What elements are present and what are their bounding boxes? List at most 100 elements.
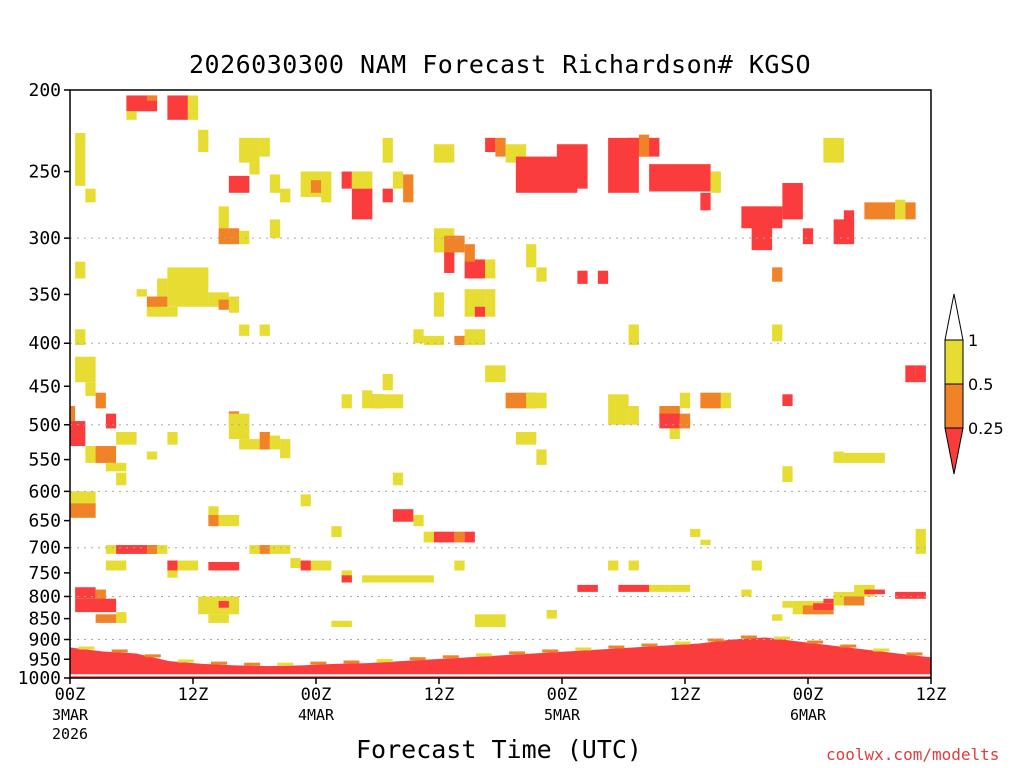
ri-cell	[403, 174, 414, 203]
ri-cell	[177, 560, 199, 571]
x-date-label: 6MAR	[790, 706, 827, 724]
boundary-layer-fringe	[442, 655, 459, 659]
ri-cell	[464, 259, 486, 279]
boundary-layer-fringe	[144, 654, 161, 658]
legend-label: 0.5	[968, 375, 993, 394]
ri-cell	[720, 392, 732, 409]
ri-cell	[741, 589, 752, 597]
ri-cell	[239, 137, 260, 163]
ri-cell	[239, 324, 250, 336]
boundary-layer	[70, 635, 931, 678]
ri-cell	[372, 394, 404, 409]
ri-cell	[915, 365, 926, 383]
ri-cell	[341, 171, 352, 189]
ri-cell	[577, 270, 588, 284]
boundary-layer-fringe	[773, 636, 790, 640]
legend-label: 0.25	[968, 419, 1004, 438]
ri-cell	[782, 183, 803, 220]
ri-cell	[146, 545, 158, 554]
ri-cell	[433, 144, 455, 163]
ri-cell	[823, 598, 834, 604]
ri-cell	[136, 289, 147, 297]
ri-cell	[485, 259, 496, 279]
ri-cell	[105, 462, 127, 472]
ri-cell	[751, 560, 762, 571]
ri-cell	[454, 531, 465, 543]
ri-cell	[782, 466, 793, 483]
boundary-layer-fringe	[740, 635, 757, 639]
ri-cell	[895, 199, 906, 220]
legend-arrow-bottom	[944, 427, 964, 475]
ri-cell	[895, 591, 926, 599]
ri-cell	[116, 612, 127, 623]
ri-cell	[95, 392, 106, 409]
ri-cell	[157, 278, 168, 297]
ri-cell	[679, 392, 691, 409]
ri-cell	[187, 111, 199, 120]
ri-cell	[413, 329, 424, 344]
ri-cell	[833, 219, 855, 245]
ri-cell	[864, 589, 885, 595]
x-year-label: 2026	[52, 725, 88, 743]
ri-cell	[454, 560, 465, 571]
ri-cell	[208, 562, 240, 571]
ri-cell	[843, 596, 865, 606]
ri-cell	[690, 528, 701, 538]
boundary-layer-fringe	[707, 638, 724, 642]
ri-cell	[70, 421, 86, 447]
x-tick-label: 00Z	[547, 685, 578, 705]
ri-cell	[638, 134, 650, 157]
ri-cell	[536, 267, 547, 282]
ri-cell	[259, 324, 270, 336]
boundary-layer-fringe	[277, 662, 294, 666]
ri-cell	[905, 202, 916, 220]
ri-cell	[259, 545, 270, 554]
ri-cell	[218, 228, 240, 245]
ri-cell	[444, 235, 465, 253]
ri-cell	[218, 514, 240, 527]
ri-cell	[382, 188, 393, 203]
ri-cell	[618, 584, 650, 592]
ri-cell	[157, 545, 168, 554]
ri-cell	[280, 188, 291, 203]
boundary-layer-fringe	[409, 657, 426, 661]
y-tick-label: 550	[28, 450, 61, 471]
plot-frame	[69, 89, 932, 679]
ri-cell	[700, 192, 711, 211]
y-tick-label: 250	[28, 162, 61, 183]
ri-cell	[146, 306, 178, 317]
ri-cell	[75, 133, 86, 186]
y-tick-label: 650	[28, 511, 61, 532]
x-date-label: 3MAR	[52, 706, 89, 724]
boundary-layer-fringe	[509, 651, 526, 655]
ri-cell	[208, 506, 219, 521]
boundary-layer-fringe	[475, 653, 492, 657]
ri-cell	[423, 531, 434, 543]
y-tick-label: 900	[28, 630, 61, 651]
ri-cell	[464, 329, 486, 346]
ri-cell	[167, 95, 188, 120]
ri-cell	[823, 137, 844, 163]
boundary-layer-fringe	[111, 649, 128, 653]
ri-cell	[105, 560, 127, 571]
ri-cell	[649, 164, 711, 192]
ri-cell	[608, 560, 619, 571]
ri-cell	[444, 252, 455, 273]
y-tick-label: 750	[28, 563, 61, 584]
ri-cell	[392, 509, 414, 522]
ri-cell	[659, 413, 680, 429]
ri-cell	[208, 514, 219, 527]
ri-cell	[310, 560, 332, 571]
ri-cell	[218, 299, 229, 310]
legend: 1 0.5 0.25	[944, 293, 1004, 475]
y-tick-label: 950	[28, 649, 61, 670]
x-tick-label: 00Z	[793, 685, 824, 705]
ri-cell	[218, 206, 229, 229]
ri-cell	[608, 394, 629, 425]
ri-cell	[75, 356, 96, 383]
ri-cell	[772, 267, 783, 282]
boundary-layer-fringe	[674, 641, 691, 645]
ri-cell	[495, 137, 506, 157]
boundary-layer-fringe	[310, 661, 327, 665]
ri-cell	[597, 270, 609, 284]
